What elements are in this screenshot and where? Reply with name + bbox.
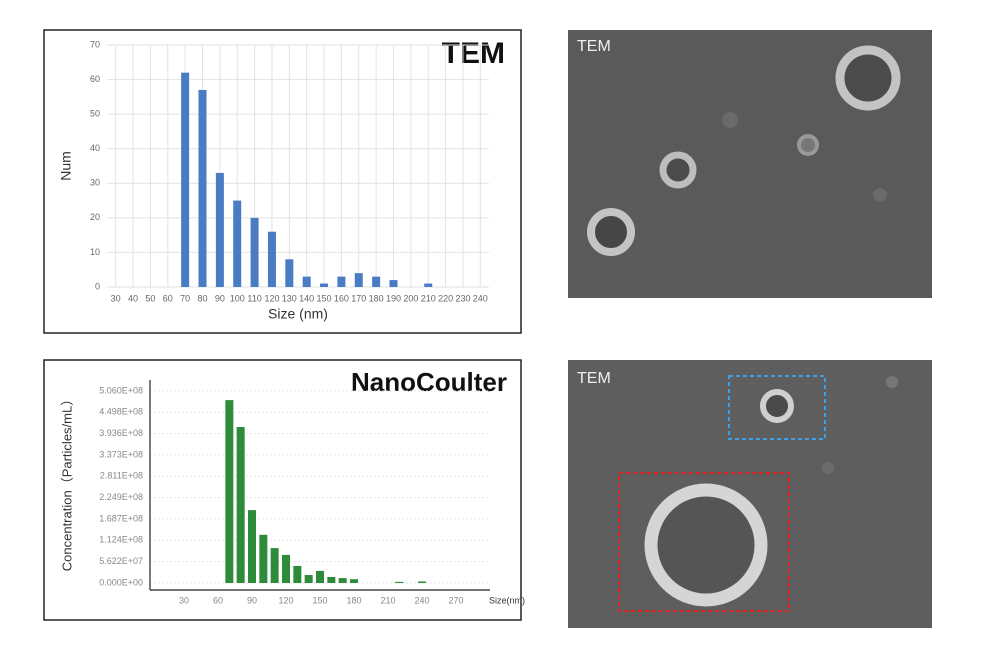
x-tick-label: 130: [282, 293, 297, 303]
x-tick-label: 200: [403, 293, 418, 303]
x-tick-label: 80: [197, 293, 207, 303]
bar: [395, 581, 404, 583]
bar: [320, 283, 329, 287]
x-tick-label: 140: [299, 293, 314, 303]
x-tick-label: 170: [351, 293, 366, 303]
x-tick-label: 150: [317, 293, 332, 303]
bar: [285, 259, 294, 287]
y-tick-label: 4.498E+08: [99, 407, 143, 417]
x-tick-label: 240: [414, 595, 429, 605]
y-tick-label: 5.622E+07: [99, 556, 143, 566]
bar: [215, 172, 224, 287]
x-tick-label: 240: [473, 293, 488, 303]
panel-frame: [43, 29, 522, 334]
x-tick-label: 180: [346, 595, 361, 605]
bar: [327, 576, 336, 583]
x-tick-label: 60: [163, 293, 173, 303]
y-tick-label: 2.249E+08: [99, 492, 143, 502]
y-tick-label: 30: [90, 178, 100, 188]
x-axis-label: Size (nm): [268, 306, 328, 322]
x-tick-label: 50: [145, 293, 155, 303]
bar: [225, 400, 234, 583]
bar: [293, 565, 302, 583]
y-tick-label: 5.060E+08: [99, 385, 143, 395]
y-tick-label: 50: [90, 109, 100, 119]
bar: [350, 579, 358, 583]
bar: [372, 276, 381, 287]
x-tick-label: 120: [278, 595, 293, 605]
bar: [259, 534, 268, 583]
x-tick-label: 90: [215, 293, 225, 303]
bar: [282, 554, 290, 583]
y-tick-label: 0.000E+00: [99, 577, 143, 587]
y-tick-label: 2.811E+08: [100, 471, 143, 481]
y-tick-label: 10: [90, 247, 100, 257]
x-tick-label: 110: [247, 293, 261, 303]
y-tick-label: 3.373E+08: [99, 449, 143, 459]
bar: [233, 200, 242, 287]
tem-image: TEM: [568, 360, 932, 634]
x-tick-label: 100: [230, 293, 245, 303]
bar: [302, 276, 311, 287]
bar: [198, 89, 207, 287]
x-tick-label: 190: [386, 293, 401, 303]
bar: [270, 548, 279, 583]
x-tick-label: 60: [213, 595, 223, 605]
bar: [338, 578, 347, 583]
x-axis-label: Size(nm): [489, 595, 525, 605]
y-tick-label: 40: [90, 143, 100, 153]
x-tick-label: 270: [448, 595, 463, 605]
y-tick-label: 70: [90, 39, 100, 49]
bar: [181, 72, 190, 288]
y-tick-label: 0: [95, 281, 100, 291]
x-tick-label: 70: [180, 293, 190, 303]
x-tick-label: 230: [455, 293, 470, 303]
image-label: TEM: [577, 370, 611, 387]
x-tick-label: 150: [312, 595, 327, 605]
y-tick-label: 1.124E+08: [99, 535, 143, 545]
x-tick-label: 210: [421, 293, 436, 303]
x-tick-label: 40: [128, 293, 138, 303]
bar: [248, 510, 256, 583]
bar: [389, 280, 398, 287]
bar: [304, 575, 313, 583]
bar: [418, 581, 426, 583]
image-label: TEM: [577, 38, 611, 55]
bar: [424, 283, 433, 287]
y-tick-label: 1.687E+08: [99, 513, 143, 523]
y-tick-label: 20: [90, 212, 100, 222]
bar: [316, 570, 324, 583]
y-tick-label: 60: [90, 74, 100, 84]
x-tick-label: 210: [380, 595, 395, 605]
x-tick-label: 160: [334, 293, 349, 303]
bar: [354, 273, 363, 287]
tem-image: TEM: [568, 30, 932, 308]
x-tick-label: 30: [111, 293, 121, 303]
x-tick-label: 220: [438, 293, 453, 303]
chart-title: NanoCoulter: [351, 367, 507, 397]
chart-title: TEM: [442, 37, 505, 70]
y-axis-label: Concentration（Particles/mL）: [59, 393, 74, 571]
y-tick-label: 3.936E+08: [99, 428, 143, 438]
bar: [267, 231, 276, 287]
bar: [236, 427, 245, 583]
bar: [250, 217, 259, 287]
y-axis-label: Num: [58, 151, 74, 181]
bar: [337, 276, 346, 287]
x-tick-label: 180: [369, 293, 384, 303]
x-tick-label: 90: [247, 595, 257, 605]
x-tick-label: 120: [264, 293, 279, 303]
x-tick-label: 30: [179, 595, 189, 605]
